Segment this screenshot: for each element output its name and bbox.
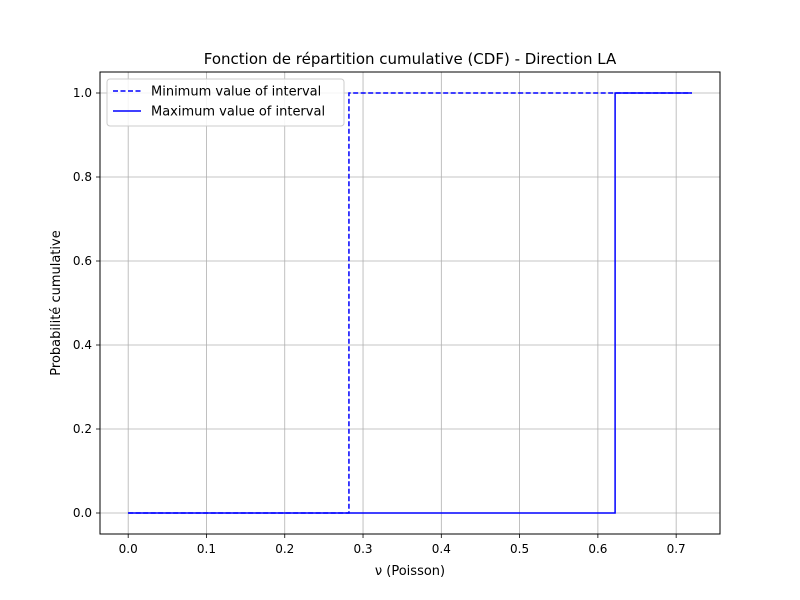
- y-axis-label: Probabilité cumulative: [49, 230, 64, 375]
- chart-title: Fonction de répartition cumulative (CDF)…: [204, 50, 617, 68]
- legend-label-maximum: Maximum value of interval: [151, 105, 325, 120]
- legend: Minimum value of interval Maximum value …: [106, 78, 345, 127]
- x-tick-label: 0.1: [197, 542, 216, 556]
- series-line-minimum: [128, 92, 692, 514]
- x-tick-label: 0.3: [353, 542, 372, 556]
- x-tick-label: 0.5: [510, 542, 529, 556]
- y-tick-label: 0.2: [73, 422, 92, 436]
- y-tick-label: 0.6: [73, 254, 92, 268]
- x-tick-label: 0.2: [275, 542, 294, 556]
- series-line-maximum: [128, 92, 692, 514]
- axis-ticks: 0.0 0.1 0.2 0.3 0.4 0.5 0.6 0.7 0.0 0.2 0.4 0.6 0.8 1…: [73, 86, 686, 556]
- x-tick-label: 0.0: [119, 542, 138, 556]
- x-tick-label: 0.4: [432, 542, 451, 556]
- series: [128, 92, 692, 514]
- x-tick-label: 0.6: [588, 542, 607, 556]
- x-tick-label: 0.7: [667, 542, 686, 556]
- y-tick-label: 0.8: [73, 170, 92, 184]
- y-tick-label: 0.0: [73, 506, 92, 520]
- legend-label-minimum: Minimum value of interval: [151, 85, 321, 100]
- legend-box: [106, 78, 345, 127]
- y-tick-label: 1.0: [73, 86, 92, 100]
- plot-frame: [99, 71, 721, 535]
- x-axis-label: ν (Poisson): [375, 564, 445, 579]
- y-tick-label: 0.4: [73, 338, 92, 352]
